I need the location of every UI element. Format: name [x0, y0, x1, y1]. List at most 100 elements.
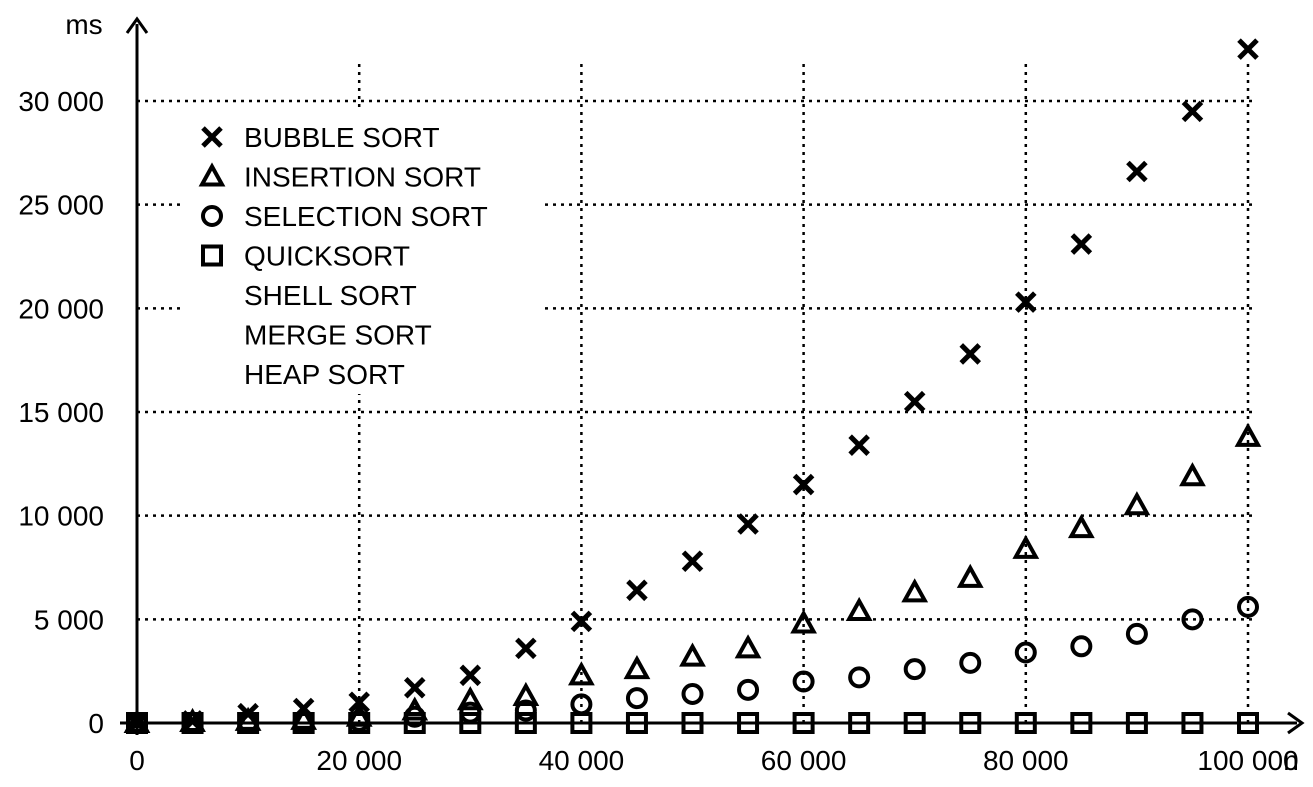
- x-axis-arrow: [1287, 711, 1305, 735]
- point-insertion-sort: [734, 634, 762, 659]
- y-tick-label: 0: [88, 708, 104, 739]
- point-selection-sort: [625, 687, 648, 710]
- point-insertion-sort: [456, 686, 484, 711]
- point-selection-sort: [570, 693, 593, 716]
- point-insertion-sort: [290, 705, 318, 730]
- point-insertion-sort: [1234, 422, 1262, 447]
- point-selection-sort: [959, 651, 982, 674]
- point-quicksort: [1237, 712, 1259, 734]
- point-bubble-sort: [1181, 100, 1204, 123]
- legend-background: [180, 112, 540, 394]
- y-axis-label: ms: [65, 9, 102, 40]
- point-insertion-sort: [179, 707, 206, 732]
- point-insertion-sort: [512, 681, 540, 707]
- point-insertion-sort: [1012, 534, 1040, 559]
- x-tick-label: 0: [129, 745, 145, 776]
- point-selection-sort: [792, 670, 815, 693]
- legend-label: HEAP SORT: [244, 359, 405, 390]
- legend-label: INSERTION SORT: [244, 162, 481, 193]
- point-bubble-sort: [681, 550, 704, 573]
- point-quicksort: [848, 712, 871, 734]
- x-tick-label: 40 000: [539, 745, 625, 776]
- point-selection-sort: [848, 666, 871, 689]
- point-bubble-sort: [292, 697, 315, 720]
- point-insertion-sort: [1067, 513, 1095, 539]
- point-bubble-sort: [848, 434, 870, 456]
- point-insertion-sort: [1123, 491, 1151, 516]
- legend-item: INSERTION SORT: [198, 162, 481, 193]
- point-bubble-sort: [459, 664, 482, 687]
- point-insertion-sort: [623, 654, 651, 680]
- point-quicksort: [514, 712, 537, 734]
- legend-item: HEAP SORT: [244, 359, 405, 390]
- point-insertion-sort: [401, 696, 429, 721]
- point-insertion-sort: [956, 563, 984, 588]
- point-quicksort: [459, 712, 482, 734]
- point-quicksort: [625, 712, 648, 734]
- point-insertion-sort: [123, 708, 151, 733]
- point-quicksort: [1070, 712, 1093, 734]
- point-quicksort: [1014, 712, 1037, 734]
- point-insertion-sort: [845, 596, 873, 622]
- point-bubble-sort: [1237, 38, 1259, 60]
- legend-marker-triangle: [198, 162, 226, 187]
- axes: ms n: [65, 9, 1305, 776]
- y-axis-arrow: [125, 16, 149, 34]
- point-insertion-sort: [901, 578, 929, 603]
- y-tick-label: 30 000: [18, 86, 104, 117]
- point-insertion-sort: [345, 702, 373, 727]
- x-tick-labels: 0 20 000 40 000 60 000 80 000 100 000: [129, 745, 1298, 776]
- point-bubble-sort: [792, 473, 815, 496]
- point-selection-sort: [1181, 608, 1204, 631]
- legend-label: QUICKSORT: [244, 241, 410, 272]
- point-quicksort: [1125, 712, 1148, 734]
- point-bubble-sort: [1015, 291, 1037, 313]
- legend-label: MERGE SORT: [244, 320, 432, 351]
- point-bubble-sort: [515, 637, 537, 660]
- point-insertion-sort: [1179, 462, 1206, 487]
- x-tick-label: 80 000: [983, 745, 1069, 776]
- point-bubble-sort: [737, 513, 759, 535]
- legend-marker-x: [201, 126, 223, 148]
- point-selection-sort: [737, 678, 760, 701]
- point-bubble-sort: [348, 691, 370, 714]
- legend-marker-circle: [201, 205, 223, 227]
- point-bubble-sort: [126, 712, 148, 734]
- x-tick-label: 100 000: [1197, 745, 1298, 776]
- point-selection-sort: [903, 658, 926, 681]
- x-axis-label: n: [1283, 745, 1299, 776]
- point-insertion-sort: [790, 609, 817, 634]
- y-tick-label: 10 000: [18, 501, 104, 532]
- point-selection-sort: [1237, 595, 1259, 618]
- legend-label: SELECTION SORT: [244, 201, 488, 232]
- point-quicksort: [681, 712, 704, 734]
- point-selection-sort: [1125, 622, 1148, 645]
- point-bubble-sort: [1070, 233, 1093, 255]
- point-selection-sort: [1070, 635, 1093, 658]
- legend-item: QUICKSORT: [201, 241, 410, 272]
- legend-label: BUBBLE SORT: [244, 122, 440, 153]
- legend-label: SHELL SORT: [244, 280, 417, 311]
- legend-item: BUBBLE SORT: [201, 122, 440, 153]
- y-tick-label: 5 000: [34, 604, 104, 635]
- legend-item: MERGE SORT: [244, 320, 432, 351]
- point-quicksort: [1181, 712, 1204, 734]
- point-bubble-sort: [903, 390, 926, 413]
- point-insertion-sort: [679, 642, 706, 667]
- legend-item: SHELL SORT: [244, 280, 417, 311]
- data-points: [123, 38, 1262, 734]
- point-selection-sort: [681, 682, 704, 705]
- legend-item: SELECTION SORT: [201, 201, 488, 232]
- y-tick-label: 15 000: [18, 397, 104, 428]
- point-bubble-sort: [1126, 160, 1148, 183]
- point-quicksort: [737, 712, 760, 734]
- x-tick-label: 20 000: [316, 745, 402, 776]
- x-tick-label: 60 000: [761, 745, 847, 776]
- legend: BUBBLE SORT INSERTION SORT SELECTION SORT Q…: [198, 122, 488, 390]
- y-tick-label: 25 000: [18, 190, 104, 221]
- point-quicksort: [959, 712, 982, 734]
- legend-marker-square: [201, 244, 223, 267]
- point-selection-sort: [1014, 641, 1037, 664]
- point-bubble-sort: [626, 579, 648, 602]
